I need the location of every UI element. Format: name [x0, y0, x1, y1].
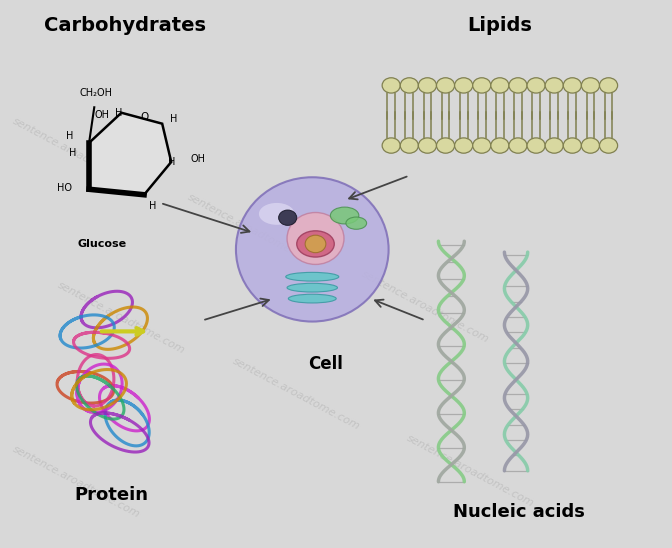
Circle shape	[563, 78, 581, 93]
Ellipse shape	[297, 231, 334, 257]
FancyArrowPatch shape	[101, 328, 143, 335]
Text: sentence.aroadtome.com: sentence.aroadtome.com	[56, 280, 187, 356]
Circle shape	[545, 78, 563, 93]
Circle shape	[382, 78, 401, 93]
Text: H: H	[66, 132, 73, 141]
Text: H: H	[167, 157, 175, 167]
Ellipse shape	[286, 272, 339, 281]
Text: sentence.aroadtome.com: sentence.aroadtome.com	[185, 192, 317, 268]
Circle shape	[454, 138, 472, 153]
Text: Nucleic acids: Nucleic acids	[454, 503, 585, 521]
Text: Protein: Protein	[75, 487, 149, 504]
Circle shape	[581, 78, 599, 93]
Text: H: H	[69, 147, 76, 158]
Ellipse shape	[346, 217, 367, 229]
Text: sentence.aroadtome.com: sentence.aroadtome.com	[11, 116, 142, 192]
Circle shape	[437, 138, 454, 153]
Circle shape	[599, 138, 618, 153]
Circle shape	[454, 78, 472, 93]
Circle shape	[401, 78, 419, 93]
Circle shape	[545, 138, 563, 153]
Circle shape	[472, 138, 491, 153]
Circle shape	[401, 138, 419, 153]
Circle shape	[419, 78, 437, 93]
Polygon shape	[89, 113, 171, 195]
Text: sentence.aroadtome.com: sentence.aroadtome.com	[405, 433, 536, 509]
Circle shape	[581, 138, 599, 153]
Text: OH: OH	[191, 154, 206, 164]
Circle shape	[527, 78, 545, 93]
Text: H: H	[149, 201, 157, 210]
Text: O: O	[140, 112, 149, 122]
Circle shape	[382, 138, 401, 153]
Text: sentence.aroadtome.com: sentence.aroadtome.com	[230, 356, 362, 432]
Ellipse shape	[236, 177, 388, 322]
Text: OH: OH	[95, 111, 110, 121]
Ellipse shape	[259, 203, 294, 225]
Circle shape	[419, 138, 437, 153]
Text: sentence.aroadtome.com: sentence.aroadtome.com	[360, 269, 491, 345]
Ellipse shape	[331, 207, 359, 224]
Circle shape	[491, 78, 509, 93]
Text: Glucose: Glucose	[77, 239, 126, 249]
Ellipse shape	[288, 294, 336, 303]
Text: H: H	[170, 115, 177, 124]
Circle shape	[563, 138, 581, 153]
Text: Carbohydrates: Carbohydrates	[44, 16, 206, 35]
Ellipse shape	[287, 283, 337, 292]
Text: H: H	[114, 108, 122, 118]
Circle shape	[279, 210, 297, 225]
Circle shape	[509, 138, 527, 153]
Text: HO: HO	[57, 182, 72, 193]
Circle shape	[305, 235, 326, 253]
Text: sentence.aroadtome.com: sentence.aroadtome.com	[11, 444, 142, 520]
Circle shape	[437, 78, 454, 93]
Circle shape	[527, 138, 545, 153]
Circle shape	[509, 78, 527, 93]
Ellipse shape	[287, 213, 344, 265]
Text: CH₂OH: CH₂OH	[79, 88, 112, 98]
Circle shape	[472, 78, 491, 93]
Circle shape	[599, 78, 618, 93]
Text: Lipids: Lipids	[468, 16, 532, 35]
Circle shape	[491, 138, 509, 153]
Text: Cell: Cell	[308, 355, 343, 373]
